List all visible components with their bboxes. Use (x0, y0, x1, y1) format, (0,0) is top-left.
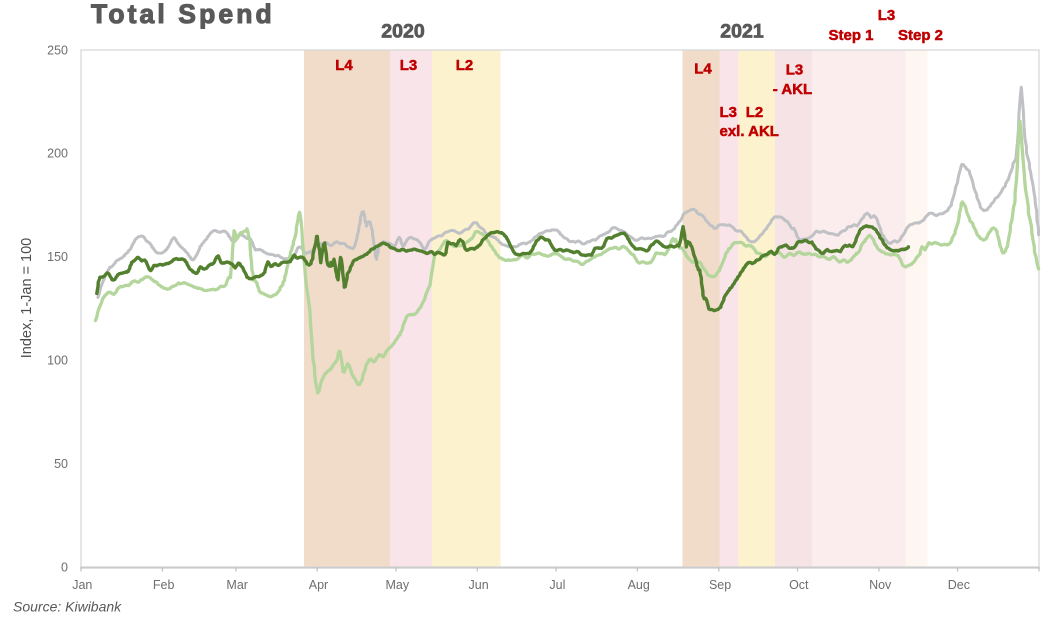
svg-text:250: 250 (47, 43, 68, 57)
svg-text:May: May (385, 578, 409, 592)
svg-text:Jun: Jun (469, 578, 489, 592)
svg-text:L2: L2 (456, 57, 474, 74)
svg-text:Mar: Mar (226, 578, 248, 592)
svg-text:Nov: Nov (869, 578, 892, 592)
svg-text:0: 0 (61, 560, 68, 574)
svg-text:2021: 2021 (720, 21, 764, 43)
svg-text:Oct: Oct (789, 578, 809, 592)
svg-text:L3: L3 (786, 62, 804, 79)
svg-text:L3: L3 (720, 104, 738, 121)
svg-text:Jan: Jan (72, 578, 92, 592)
svg-text:50: 50 (54, 457, 68, 471)
svg-text:- AKL: - AKL (773, 81, 812, 98)
svg-text:Aug: Aug (628, 578, 650, 592)
svg-text:L4: L4 (694, 61, 712, 78)
svg-text:Step 1: Step 1 (828, 27, 873, 44)
svg-text:150: 150 (47, 250, 68, 264)
svg-text:L4: L4 (335, 57, 353, 74)
svg-text:Sep: Sep (709, 578, 731, 592)
svg-text:Step 2: Step 2 (898, 27, 943, 44)
svg-text:Index, 1-Jan = 100: Index, 1-Jan = 100 (19, 238, 35, 359)
svg-text:Source: Kiwibank: Source: Kiwibank (13, 599, 122, 615)
svg-text:Apr: Apr (309, 578, 328, 592)
svg-text:100: 100 (47, 354, 68, 368)
svg-text:Feb: Feb (153, 578, 175, 592)
svg-text:2020: 2020 (381, 21, 425, 43)
svg-text:exl. AKL: exl. AKL (720, 123, 779, 140)
svg-text:Jul: Jul (549, 578, 565, 592)
svg-text:L3: L3 (878, 7, 896, 24)
svg-text:L3: L3 (400, 57, 418, 74)
svg-text:L2: L2 (746, 104, 764, 121)
svg-text:200: 200 (47, 147, 68, 161)
svg-text:Dec: Dec (948, 578, 970, 592)
